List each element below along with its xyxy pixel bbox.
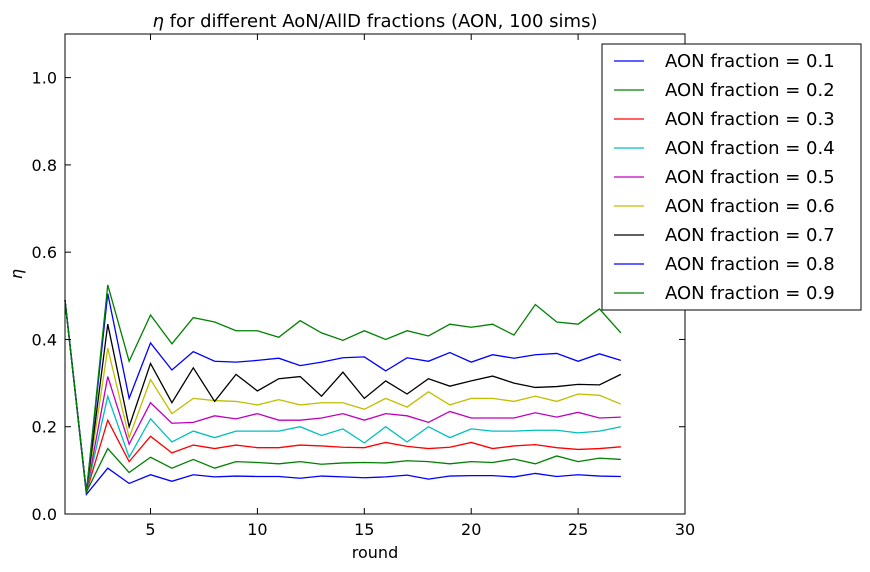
title-eta: η xyxy=(153,11,164,32)
x-tick-label: 30 xyxy=(675,520,695,539)
legend-label: AON fraction = 0.1 xyxy=(665,51,835,72)
y-tick-label: 0.2 xyxy=(32,418,57,437)
legend-label: AON fraction = 0.8 xyxy=(665,254,835,275)
legend-label: AON fraction = 0.6 xyxy=(665,196,835,217)
x-axis: 5 10 15 20 25 30 xyxy=(145,34,695,539)
series-line-6 xyxy=(64,300,622,493)
y-tick-label: 0.0 xyxy=(32,505,57,524)
y-tick-label: 0.6 xyxy=(32,243,57,262)
title-rest: for different AoN/AllD fractions (AON, 1… xyxy=(164,11,598,32)
x-tick-label: 25 xyxy=(568,520,588,539)
legend: AON fraction = 0.1 AON fraction = 0.2 AON … xyxy=(601,43,862,311)
x-tick-label: 20 xyxy=(461,520,481,539)
series-line-8 xyxy=(64,293,622,493)
y-axis-label: η xyxy=(7,269,26,279)
legend-label: AON fraction = 0.5 xyxy=(665,167,835,188)
x-tick-label: 5 xyxy=(145,520,155,539)
plot-lines xyxy=(64,284,622,496)
series-line-3 xyxy=(64,300,621,493)
legend-label: AON fraction = 0.7 xyxy=(665,225,835,246)
y-tick-label: 0.4 xyxy=(32,330,57,349)
series-line-1 xyxy=(64,300,621,496)
legend-label: AON fraction = 0.2 xyxy=(665,80,835,101)
series-line-5 xyxy=(64,300,621,493)
legend-label: AON fraction = 0.3 xyxy=(665,109,835,130)
legend-label: AON fraction = 0.9 xyxy=(665,283,835,304)
y-tick-label: 0.8 xyxy=(32,156,57,175)
y-tick-label: 1.0 xyxy=(32,69,57,88)
x-tick-label: 10 xyxy=(247,520,267,539)
x-axis-label: round xyxy=(352,543,398,562)
legend-box xyxy=(601,43,862,311)
chart-title: η for different AoN/AllD fractions (AON,… xyxy=(153,11,598,32)
series-line-2 xyxy=(64,300,621,495)
series-line-9 xyxy=(64,284,622,493)
x-tick-label: 15 xyxy=(354,520,374,539)
y-axis: 0.0 0.2 0.4 0.6 0.8 1.0 xyxy=(32,69,685,524)
series-line-4 xyxy=(64,300,621,493)
legend-label: AON fraction = 0.4 xyxy=(665,138,835,159)
series-line-7 xyxy=(64,300,622,493)
